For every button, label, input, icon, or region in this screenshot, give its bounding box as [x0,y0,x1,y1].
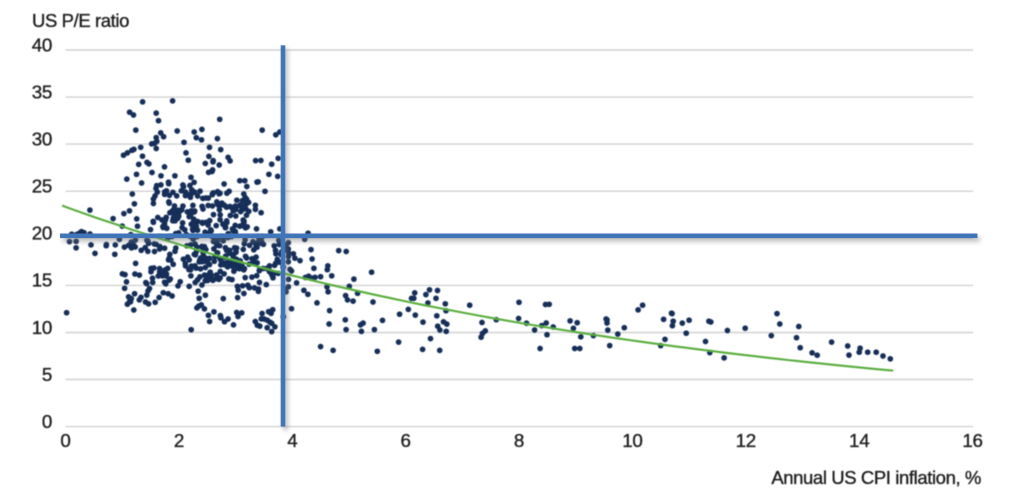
svg-text:Annual US CPI inflation, %: Annual US CPI inflation, % [771,467,981,488]
svg-text:5: 5 [42,364,52,385]
svg-text:30: 30 [32,128,52,149]
svg-text:14: 14 [849,430,869,451]
svg-text:40: 40 [32,34,52,55]
svg-text:US P/E ratio: US P/E ratio [32,10,129,31]
svg-text:16: 16 [962,430,982,451]
svg-text:0: 0 [60,430,70,451]
svg-text:2: 2 [174,430,184,451]
svg-text:12: 12 [736,430,756,451]
svg-text:20: 20 [32,223,52,244]
svg-text:15: 15 [32,270,52,291]
svg-text:35: 35 [32,81,52,102]
svg-text:25: 25 [32,176,52,197]
svg-text:4: 4 [287,430,297,451]
svg-text:8: 8 [514,430,524,451]
svg-text:10: 10 [32,317,52,338]
svg-text:0: 0 [42,411,52,432]
svg-text:6: 6 [401,430,411,451]
svg-text:10: 10 [622,430,642,451]
